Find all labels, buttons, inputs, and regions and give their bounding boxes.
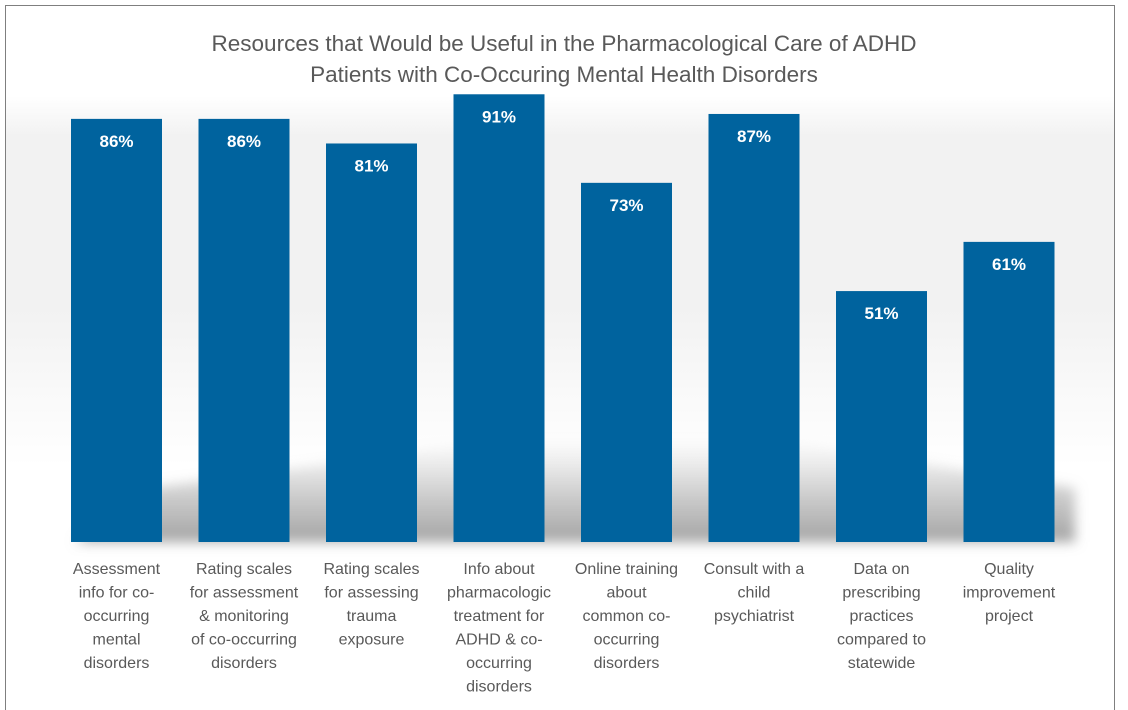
- data-label: 86%: [227, 132, 261, 151]
- category-label: Quality improvement project: [963, 561, 1056, 625]
- category-label-line: psychiatrist: [714, 608, 795, 625]
- category-label-line: practices: [849, 608, 913, 625]
- category-label-line: Online training: [575, 561, 678, 578]
- category-label-line: occurring: [466, 655, 532, 672]
- category-label-line: Rating scales: [323, 561, 419, 578]
- category-label: Info about pharmacologic treatment for ADHD…: [447, 561, 551, 696]
- category-label-line: Assessment: [73, 561, 161, 578]
- category-label-line: pharmacologic: [447, 585, 551, 602]
- category-label-line: Rating scales: [196, 561, 292, 578]
- category-label-line: Data on: [853, 561, 909, 578]
- category-label-line: child: [738, 585, 771, 602]
- category-label-line: of co-occurring: [191, 632, 297, 649]
- category-label-line: occurring: [594, 632, 660, 649]
- bar: [708, 113, 800, 543]
- category-label-line: occurring: [84, 608, 150, 625]
- category-label: Data on prescribing practices compared to st…: [837, 561, 926, 672]
- category-label-line: project: [985, 608, 1034, 625]
- category-label: Consult with a child psychiatrist: [704, 561, 805, 625]
- bar: [836, 291, 927, 542]
- data-label: 51%: [864, 304, 898, 323]
- category-label-line: prescribing: [842, 585, 920, 602]
- category-label-line: treatment for: [454, 608, 545, 625]
- category-label-line: Quality: [984, 561, 1034, 578]
- category-label: Rating scales for assessing trauma exposure: [323, 561, 419, 649]
- bar: [198, 118, 290, 542]
- category-label-line: info for co-: [79, 585, 155, 602]
- category-label-line: exposure: [339, 632, 405, 649]
- category-label: Online training about common co-occurring d…: [575, 561, 678, 672]
- category-label-line: compared to: [837, 632, 926, 649]
- category-label-line: common co-: [582, 608, 670, 625]
- chart-title-line-2: Patients with Co-Occuring Mental Health …: [310, 62, 818, 87]
- chart-title-line-1: Resources that Would be Useful in the Ph…: [211, 31, 917, 56]
- category-label-line: statewide: [848, 655, 916, 672]
- category-label-line: disorders: [466, 679, 532, 696]
- category-label-line: disorders: [211, 655, 277, 672]
- data-label: 91%: [482, 107, 516, 126]
- category-label-line: ADHD & co-: [455, 632, 542, 649]
- data-label: 81%: [354, 156, 388, 175]
- category-label-line: & monitoring: [199, 608, 289, 625]
- category-label: Rating scales for assessment & monitoring o…: [190, 561, 299, 672]
- category-label-line: trauma: [347, 608, 397, 625]
- bar: [326, 143, 417, 543]
- chart-frame: [5, 5, 1115, 710]
- category-label-line: Info about: [463, 561, 535, 578]
- bar: [963, 241, 1055, 542]
- category-label-line: for assessment: [190, 585, 299, 602]
- category-label-line: about: [606, 585, 647, 602]
- chart-title: Resources that Would be Useful in the Ph…: [0, 28, 1128, 90]
- bar-shadow: [75, 440, 1075, 542]
- category-label-line: disorders: [84, 655, 150, 672]
- data-label: 87%: [737, 127, 771, 146]
- data-label: 73%: [609, 196, 643, 215]
- category-label-line: Consult with a: [704, 561, 805, 578]
- category-label-line: disorders: [594, 655, 660, 672]
- category-label-line: for assessing: [324, 585, 418, 602]
- bar: [71, 118, 162, 542]
- category-label-line: mental: [92, 632, 140, 649]
- bar: [453, 94, 545, 542]
- bar: [581, 182, 672, 542]
- data-label: 61%: [992, 255, 1026, 274]
- category-label-line: improvement: [963, 585, 1056, 602]
- category-label: Assessment info for co-occurring mental dis…: [73, 561, 161, 672]
- data-label: 86%: [99, 132, 133, 151]
